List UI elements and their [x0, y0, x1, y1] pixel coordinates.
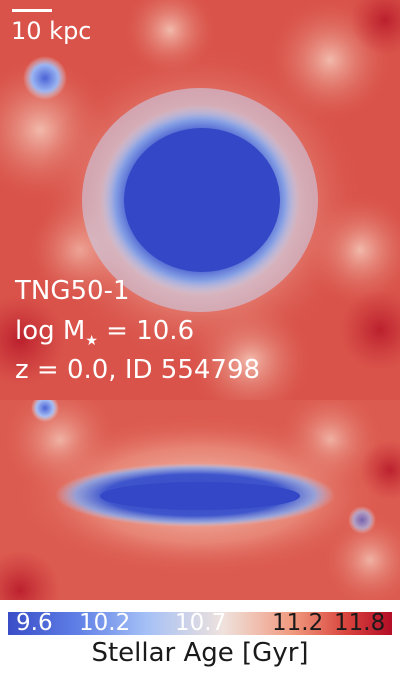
- colorbar-tick: 10.2: [79, 610, 131, 636]
- scale-bar-label: 10 kpc: [11, 17, 92, 45]
- colorbar-tick: 10.7: [175, 610, 227, 636]
- face-on-map: [0, 0, 400, 400]
- edge-on-panel: [0, 400, 400, 600]
- stellar-mass-label: log M★ = 10.6: [15, 316, 195, 350]
- colorbar-tick: 11.2: [272, 610, 324, 636]
- colorbar-tick: 9.6: [16, 610, 53, 636]
- scale-bar: [12, 9, 52, 12]
- colorbar-tick: 11.8: [334, 610, 386, 636]
- edge-on-map: [0, 400, 400, 600]
- colorbar-label: Stellar Age [Gyr]: [91, 638, 309, 668]
- stellar-age-colorbar: [8, 612, 392, 635]
- face-on-panel: 10 kpc TNG50-1 log M★ = 10.6 z = 0.0, ID…: [0, 0, 400, 400]
- simulation-label: TNG50-1: [15, 276, 130, 306]
- redshift-id-label: z = 0.0, ID 554798: [15, 355, 261, 385]
